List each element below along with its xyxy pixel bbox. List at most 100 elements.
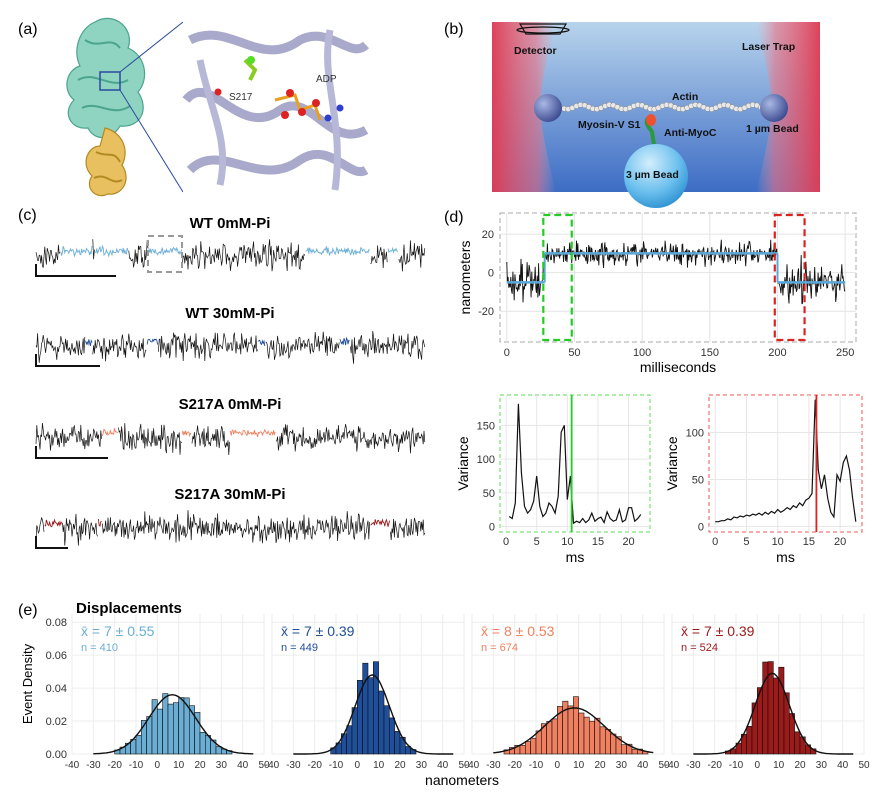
small-bead-label: 1 µm Bead: [746, 123, 799, 135]
x-axis-label: milliseconds: [640, 359, 716, 375]
anti-myoc-label: Anti-MyoC: [664, 127, 717, 139]
x-tick-label: 50: [568, 347, 580, 359]
histogram-bar: [546, 721, 553, 755]
x-tick-label: 10: [773, 760, 785, 771]
y-axis-label: nanometers: [457, 241, 473, 315]
event-highlight-box: [542, 213, 573, 342]
x-tick-label: 0: [155, 760, 161, 771]
trace-event: [85, 336, 350, 347]
x-tick-label: -10: [129, 760, 144, 771]
y-tick-label: 20: [482, 229, 494, 241]
x-tick-label: 20: [834, 536, 846, 548]
trace-event: [44, 518, 391, 528]
x-tick-label: -30: [86, 760, 101, 771]
actin-label: Actin: [672, 91, 698, 103]
x-tick-label: -10: [529, 760, 544, 771]
adp-label: ADP: [316, 74, 337, 85]
trace-signal: [35, 330, 426, 364]
x-tick-label: 30: [816, 760, 828, 771]
x-tick-label: 200: [768, 347, 786, 359]
histogram-bar: [394, 731, 401, 755]
x-tick-label: 20: [622, 536, 634, 548]
variance-line: [508, 403, 642, 525]
x-tick-label: 50: [258, 760, 270, 771]
x-tick-label: 250: [836, 347, 854, 359]
x-axis-label: nanometers: [425, 772, 499, 788]
sample-size: n = 449: [281, 642, 318, 654]
histogram-bar: [567, 705, 574, 755]
x-tick-label: 30: [616, 760, 628, 771]
trace-signal: [35, 510, 426, 546]
x-tick-label: -10: [729, 760, 744, 771]
sample-size: n = 674: [481, 642, 518, 654]
gaussian-fit: [493, 707, 654, 754]
x-tick-label: 40: [637, 760, 649, 771]
active-site-zoom-illustration: ADP S217: [182, 22, 370, 192]
x-tick-label: 0: [503, 536, 509, 548]
x-tick-label: -30: [286, 760, 301, 771]
scale-bar: [35, 264, 116, 277]
x-tick-label: 10: [573, 760, 585, 771]
panel-d-label: (d): [444, 209, 464, 226]
y-tick-label: 0.04: [46, 683, 67, 695]
histogram-bar: [794, 731, 801, 755]
histogram-bar: [146, 716, 153, 755]
x-tick-label: 30: [216, 760, 228, 771]
x-tick-label: -40: [265, 760, 280, 771]
myosin-label: Myosin-V S1: [578, 119, 641, 131]
laser-trap-schematic: Detector Laser Trap Actin Myosin-V S1 An…: [492, 22, 820, 208]
histogram-bar: [383, 705, 390, 755]
mean-stat: x̄ = 7 ± 0.39: [281, 623, 355, 639]
histogram-bar: [378, 690, 385, 755]
histogram-bar: [524, 741, 531, 755]
x-tick-label: 0: [504, 347, 510, 359]
x-tick-label: 150: [701, 347, 719, 359]
actin-filament: [557, 101, 772, 112]
histogram-bar: [604, 729, 611, 755]
gaussian-fit: [293, 674, 454, 755]
x-tick-label: 10: [373, 760, 385, 771]
x-tick-label: 40: [437, 760, 449, 771]
displacement-trace: [506, 239, 846, 305]
scale-bar: [35, 536, 68, 549]
panel-e: (e) Displacements 0.00 0.02 0.04 0.06 0.08 Ev…: [18, 600, 870, 788]
x-axis-label: ms: [566, 549, 585, 565]
x-tick-label: 30: [416, 760, 428, 771]
panel-a-label: (a): [18, 21, 38, 38]
x-tick-label: -40: [665, 760, 680, 771]
panel-a: (a) ADP S217: [18, 17, 370, 197]
histogram-bar: [367, 677, 374, 755]
histogram-bar: [599, 726, 606, 755]
histogram-bar: [388, 717, 395, 755]
trace-event: [101, 428, 276, 438]
y-axis-label: Variance: [664, 436, 680, 490]
x-tick-label: -40: [65, 760, 80, 771]
y-tick-label: 50: [692, 474, 704, 486]
x-axis-label: ms: [776, 549, 795, 565]
x-tick-label: -20: [507, 760, 522, 771]
panel-b-label: (b): [444, 21, 464, 38]
plot-frame: [499, 394, 651, 533]
x-tick-label: 5: [534, 536, 540, 548]
x-tick-label: -30: [486, 760, 501, 771]
pedestal-bead: [624, 144, 688, 208]
histogram-bar: [173, 702, 179, 755]
x-tick-label: -30: [686, 760, 701, 771]
mean-stat: x̄ = 8 ± 0.53: [481, 623, 555, 639]
x-tick-label: 40: [237, 760, 249, 771]
scale-bar: [35, 354, 100, 367]
histogram-bar: [772, 677, 779, 755]
s217-label: S217: [229, 92, 253, 103]
y-tick-label: 0.02: [46, 716, 67, 728]
trace-signal: [35, 239, 426, 272]
displacements-title: Displacements: [76, 600, 182, 617]
histogram-0: -40 -30 -20 -10 0 10 20 30 40 50 x̄ = 7 ± 0.55 n = …: [65, 614, 270, 771]
x-tick-label: 0: [755, 760, 761, 771]
y-tick-label: 0.06: [46, 650, 67, 662]
histogram-bar: [588, 720, 595, 755]
y-tick-label: 100: [686, 428, 704, 440]
x-tick-label: 0: [355, 760, 361, 771]
histogram-bar: [620, 744, 627, 755]
histogram-1: -40 -30 -20 -10 0 10 20 30 40 50 x̄ = 7 ± 0.39 n = …: [265, 614, 470, 771]
histogram-bar: [578, 712, 585, 755]
